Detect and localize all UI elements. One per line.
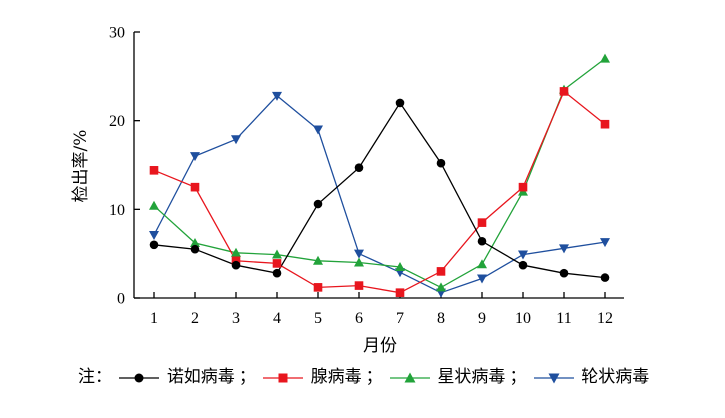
y-tick-label: 0 (117, 291, 125, 308)
series-line (153, 101, 606, 279)
data-point (272, 249, 282, 259)
x-tick-label: 3 (232, 310, 240, 327)
data-point (436, 282, 446, 292)
x-tick-label: 11 (556, 310, 571, 327)
legend-swatch-norovirus (119, 373, 160, 383)
data-point (518, 182, 528, 192)
data-point (436, 267, 446, 276)
data-point (477, 218, 487, 227)
legend-label-norovirus: 诺如病毒 (166, 367, 235, 387)
legend: 注： 诺如病毒； 腺病毒； 星状病毒； 轮状病毒 (78, 362, 678, 392)
y-ticks: 0 10 20 30 (109, 25, 140, 308)
x-tick-label: 10 (515, 310, 531, 327)
legend-separator: ； (509, 367, 527, 387)
x-tick-label: 12 (597, 310, 613, 327)
data-point (354, 281, 364, 290)
data-point (149, 200, 159, 210)
data-point (559, 244, 569, 254)
x-tick-label: 2 (191, 310, 199, 327)
data-point (477, 236, 487, 246)
data-point (354, 257, 364, 267)
legend-item-adenovirus: 腺病毒； (261, 367, 388, 387)
data-point (190, 244, 200, 254)
data-point (313, 283, 323, 292)
data-point (313, 125, 323, 135)
series-markers (149, 53, 610, 298)
data-point (559, 268, 569, 278)
series-line (153, 90, 606, 294)
data-point (272, 91, 282, 101)
data-point (518, 250, 528, 260)
legend-swatch-astrovirus (390, 372, 431, 383)
data-point (190, 182, 200, 192)
x-tick-label: 5 (314, 310, 322, 327)
x-tick-label: 6 (355, 310, 363, 327)
data-point (395, 261, 405, 271)
data-point (190, 238, 200, 248)
y-axis-title: 检出率/% (71, 130, 91, 203)
legend-swatch-rotavirus (533, 373, 574, 384)
data-point (231, 256, 241, 266)
y-tick-label: 20 (109, 113, 125, 130)
data-point (272, 259, 282, 268)
data-point (600, 238, 610, 248)
y-tick-label: 10 (109, 202, 125, 219)
legend-item-astrovirus: 星状病毒； (388, 367, 532, 387)
legend-item-rotavirus (532, 367, 581, 387)
data-point (190, 152, 200, 162)
data-point (149, 240, 159, 250)
x-tick-label: 9 (478, 310, 486, 327)
data-point (231, 135, 241, 145)
legend-separator: ； (238, 367, 256, 387)
data-point (395, 98, 405, 108)
x-ticks: 1 2 3 4 5 6 7 8 9 10 11 12 (150, 292, 613, 327)
data-point (149, 231, 159, 241)
data-point (600, 273, 610, 282)
data-point (231, 260, 241, 270)
data-point (436, 158, 446, 168)
data-point (600, 119, 610, 129)
legend-swatch-adenovirus (263, 373, 304, 383)
data-point (313, 255, 323, 265)
data-point (477, 274, 487, 284)
y-tick-label: 30 (109, 25, 125, 42)
data-point (395, 288, 405, 297)
series-lines (153, 58, 606, 294)
data-point (354, 163, 364, 172)
legend-label-astrovirus: 星状病毒 (437, 367, 506, 387)
x-tick-label: 7 (396, 310, 404, 327)
x-axis-title: 月份 (363, 336, 397, 356)
axes (133, 32, 624, 299)
data-point (518, 260, 528, 270)
series-line (153, 94, 606, 294)
data-point (354, 249, 364, 259)
data-point (477, 259, 487, 269)
legend-label-adenovirus: 腺病毒 (310, 367, 362, 387)
data-point (272, 268, 282, 278)
data-point (559, 87, 569, 96)
legend-label-rotavirus: 轮状病毒 (581, 367, 650, 387)
data-point (149, 166, 159, 175)
x-tick-label: 1 (150, 310, 158, 327)
x-tick-label: 8 (437, 310, 445, 327)
series-line (153, 58, 606, 289)
data-point (231, 247, 241, 257)
x-tick-label: 4 (273, 310, 281, 327)
legend-item-norovirus: 诺如病毒； (117, 367, 261, 387)
data-point (600, 53, 610, 63)
legend-separator: ； (365, 367, 383, 387)
legend-prefix: 注： (78, 367, 112, 387)
data-point (313, 199, 323, 209)
